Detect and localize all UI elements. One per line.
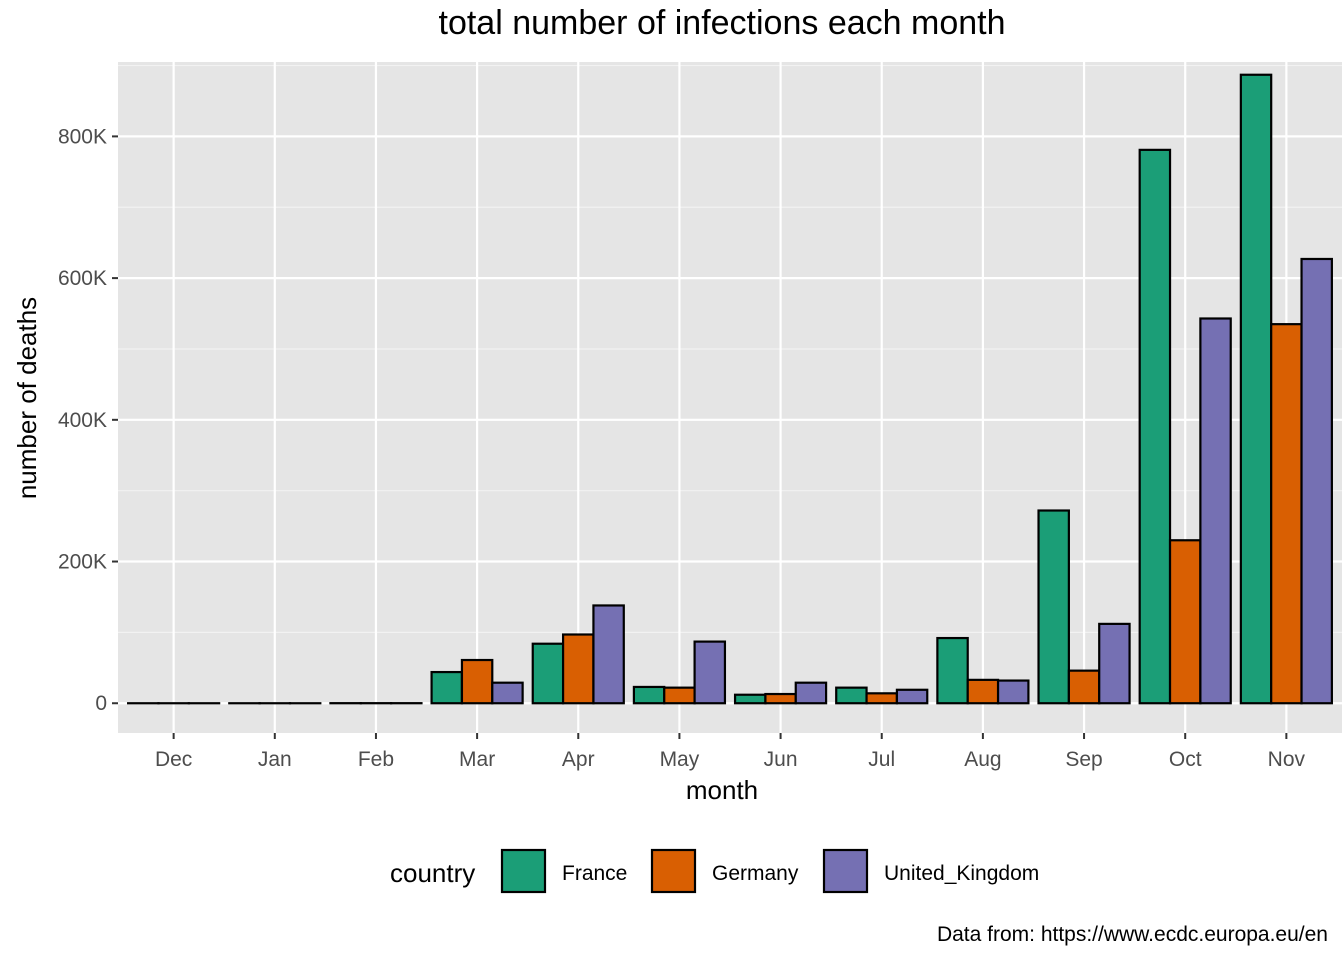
y-tick-label: 600K [58, 267, 107, 290]
legend-label-france: France [562, 862, 627, 885]
bar-germany-may [664, 688, 694, 704]
legend-label-united-kingdom: United_Kingdom [884, 862, 1039, 885]
bar-france-sep [1039, 511, 1069, 704]
bar-france-oct [1140, 150, 1170, 703]
bar-france-jul [836, 688, 866, 704]
bar-united-kingdom-may [695, 642, 725, 704]
legend-title: country [390, 858, 475, 888]
x-tick-label: Jan [258, 748, 292, 771]
legend: country France Germany United_Kingdom [390, 850, 1039, 892]
x-tick-label: Mar [459, 748, 495, 771]
bar-germany-jul [867, 693, 897, 703]
x-axis: Dec Jan Feb Mar Apr May Jun Jul Aug Sep Oct Nov [155, 733, 1306, 771]
x-tick-label: Jul [868, 748, 895, 771]
legend-label-germany: Germany [712, 862, 799, 885]
x-tick-label: Nov [1268, 748, 1306, 771]
x-tick-label: Jun [764, 748, 798, 771]
bar-germany-jun [765, 694, 795, 703]
bar-france-apr [533, 644, 563, 704]
legend-key-france [502, 850, 545, 892]
y-axis-title: number of deaths [12, 297, 42, 499]
bar-germany-apr [563, 635, 593, 704]
bar-united-kingdom-mar [492, 683, 522, 704]
y-axis: 0 200K 400K 600K 800K [58, 125, 118, 715]
bar-germany-aug [968, 680, 998, 703]
x-tick-label: Dec [155, 748, 192, 771]
bar-united-kingdom-oct [1200, 318, 1230, 703]
x-tick-label: Feb [358, 748, 394, 771]
legend-key-germany [652, 850, 695, 892]
chart-title: total number of infections each month [439, 4, 1006, 42]
bar-united-kingdom-apr [593, 605, 623, 703]
bar-united-kingdom-sep [1099, 624, 1129, 703]
bar-germany-sep [1069, 671, 1099, 704]
bar-germany-nov [1271, 324, 1301, 703]
x-tick-label: Aug [964, 748, 1001, 771]
legend-key-united-kingdom [824, 850, 867, 892]
x-tick-label: May [660, 748, 700, 771]
y-tick-label: 200K [58, 551, 107, 574]
x-tick-label: Oct [1169, 748, 1202, 771]
caption: Data from: https://www.ecdc.europa.eu/en [937, 923, 1328, 946]
bar-france-jun [735, 695, 765, 704]
y-tick-label: 800K [58, 125, 107, 148]
bar-germany-oct [1170, 540, 1200, 703]
bar-france-aug [937, 638, 967, 703]
y-tick-label: 400K [58, 409, 107, 432]
bar-united-kingdom-jun [796, 683, 826, 704]
bar-united-kingdom-jul [897, 690, 927, 703]
x-tick-label: Sep [1065, 748, 1102, 771]
bar-france-mar [432, 672, 462, 703]
bar-france-nov [1241, 75, 1271, 703]
bar-germany-mar [462, 660, 492, 703]
legend-keys: France Germany United_Kingdom [502, 850, 1039, 892]
x-tick-label: Apr [562, 748, 595, 771]
bar-united-kingdom-nov [1302, 259, 1332, 703]
bar-united-kingdom-aug [998, 681, 1028, 704]
y-tick-label: 0 [95, 692, 107, 715]
x-axis-title: month [686, 775, 758, 805]
bar-france-may [634, 687, 664, 703]
